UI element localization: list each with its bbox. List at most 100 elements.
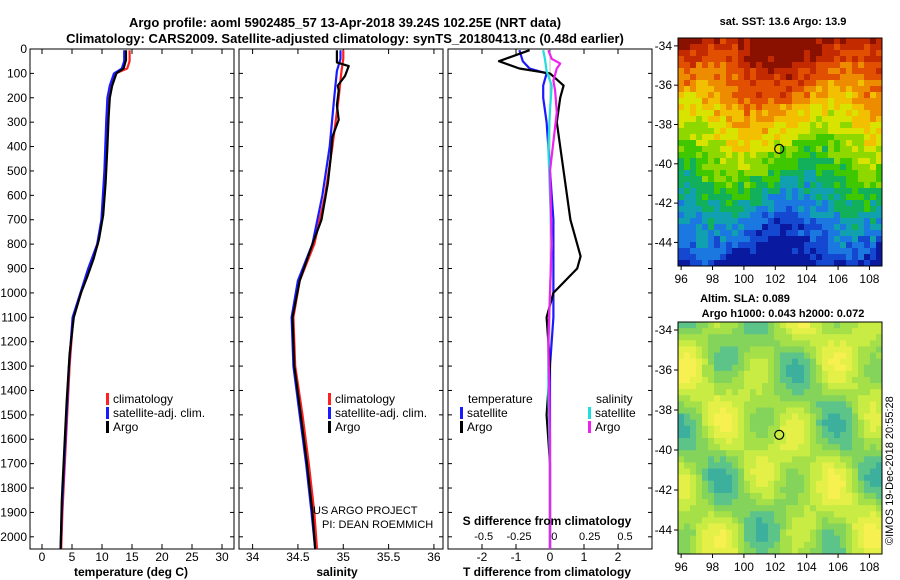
- map-cell: [804, 492, 811, 500]
- map-cell: [708, 224, 715, 231]
- map-cell: [732, 376, 739, 384]
- map-cell: [846, 152, 853, 159]
- map-cell: [846, 370, 853, 378]
- map-cell: [762, 92, 769, 99]
- map-cell: [750, 92, 757, 99]
- map-cell: [744, 529, 751, 537]
- map-cell: [792, 68, 799, 75]
- map-cell: [876, 547, 883, 555]
- map-cell: [720, 248, 727, 255]
- map-cell: [708, 68, 715, 75]
- map-cell: [762, 505, 769, 512]
- map-cell: [810, 505, 817, 512]
- map-cell: [744, 200, 751, 207]
- map-cell: [822, 80, 829, 87]
- map-cell: [780, 517, 787, 524]
- map-cell: [852, 511, 859, 518]
- map-cell: [876, 38, 883, 45]
- map-cell: [756, 517, 763, 524]
- map-cell: [840, 529, 847, 537]
- map-cell: [744, 194, 751, 201]
- map-cell: [708, 529, 715, 537]
- map-cell: [714, 158, 721, 165]
- map-cell: [756, 146, 763, 153]
- map-cell: [822, 370, 829, 378]
- map-cell: [870, 505, 877, 512]
- map-cell: [768, 322, 775, 329]
- map-cell: [840, 242, 847, 249]
- map-cell: [852, 499, 859, 506]
- map-cell: [786, 444, 793, 451]
- map-cell: [810, 438, 817, 445]
- map-cell: [726, 541, 733, 549]
- map-cell: [750, 188, 757, 195]
- map-cell: [792, 413, 799, 421]
- map-cell: [720, 206, 727, 213]
- map-cell: [822, 44, 829, 51]
- ytick-label: 600: [7, 188, 27, 202]
- map-cell: [804, 122, 811, 129]
- map-cell: [792, 218, 799, 225]
- map-cell: [696, 86, 703, 93]
- map-cell: [768, 492, 775, 500]
- map-cell: [870, 248, 877, 255]
- map-cell: [840, 230, 847, 237]
- map-cell: [768, 517, 775, 524]
- map-cell: [690, 86, 697, 93]
- map-cell: [798, 38, 805, 45]
- map-cell: [732, 170, 739, 177]
- map-cell: [786, 98, 793, 105]
- map-cell: [798, 431, 805, 439]
- map-cell: [804, 517, 811, 524]
- map-cell: [792, 389, 799, 396]
- map-cell: [792, 134, 799, 141]
- map-cell: [852, 340, 859, 347]
- map-cell: [738, 395, 745, 402]
- map-cell: [744, 425, 751, 433]
- map-cell: [684, 56, 691, 63]
- map-cell: [834, 334, 841, 341]
- map-cell: [678, 456, 685, 463]
- map-cell: [690, 242, 697, 249]
- map-cell: [744, 358, 751, 366]
- map-cell: [798, 92, 805, 99]
- map-cell: [738, 480, 745, 488]
- map-cell: [852, 376, 859, 384]
- map-cell: [738, 425, 745, 433]
- map-cell: [834, 358, 841, 366]
- map-cell: [768, 425, 775, 433]
- map-cell: [726, 486, 733, 494]
- map-cell: [798, 86, 805, 93]
- map-cell: [780, 218, 787, 225]
- map-cell: [858, 74, 865, 81]
- map-cell: [744, 499, 751, 506]
- map-cell: [804, 462, 811, 469]
- map-cell: [744, 218, 751, 225]
- map-cell: [750, 44, 757, 51]
- map-cell: [690, 425, 697, 433]
- map-cell: [792, 364, 799, 372]
- map-cell: [678, 340, 685, 347]
- map-cell: [846, 340, 853, 347]
- map-cell: [846, 188, 853, 195]
- map-cell: [708, 80, 715, 87]
- map-cell: [834, 505, 841, 512]
- map-cell: [750, 419, 757, 427]
- map-cell: [720, 431, 727, 439]
- map-cell: [762, 188, 769, 195]
- map-cell: [786, 438, 793, 445]
- map-cell: [864, 346, 871, 353]
- map-cell: [870, 474, 877, 482]
- map-cell: [762, 340, 769, 347]
- map-cell: [684, 122, 691, 129]
- map-cell: [804, 134, 811, 141]
- map-cell: [870, 547, 877, 555]
- map-cell: [810, 152, 817, 159]
- map-cell: [876, 535, 883, 543]
- map-cell: [852, 450, 859, 457]
- map-cell: [876, 122, 883, 129]
- map-cell: [678, 200, 685, 207]
- map-cell: [720, 474, 727, 482]
- map-cell: [798, 401, 805, 408]
- map-cell: [828, 206, 835, 213]
